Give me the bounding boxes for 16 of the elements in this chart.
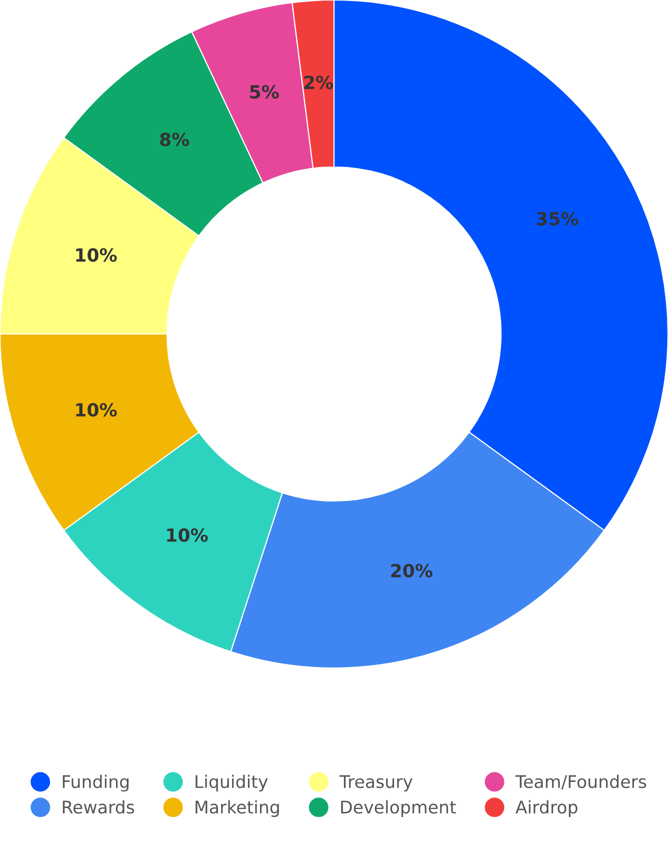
data-label: 10%	[76, 248, 117, 262]
data-label: 35%	[536, 212, 578, 226]
legend-label: Development	[341, 800, 456, 818]
data-label: 8%	[160, 132, 190, 146]
legend-label: Marketing	[196, 800, 279, 818]
legend-label: Team/Founders	[515, 774, 646, 790]
data-label: 10%	[76, 402, 117, 417]
legend-label: Treasury	[339, 775, 413, 792]
legend-label: Funding	[62, 774, 129, 792]
legend-label: Liquidity	[196, 774, 268, 792]
legend-label: Rewards	[62, 800, 134, 814]
data-label: 5%	[250, 85, 279, 99]
legend-label: Airdrop	[516, 800, 578, 818]
data-label: 10%	[167, 528, 208, 542]
data-label: 2%	[304, 76, 334, 90]
data-label: 20%	[391, 564, 432, 578]
